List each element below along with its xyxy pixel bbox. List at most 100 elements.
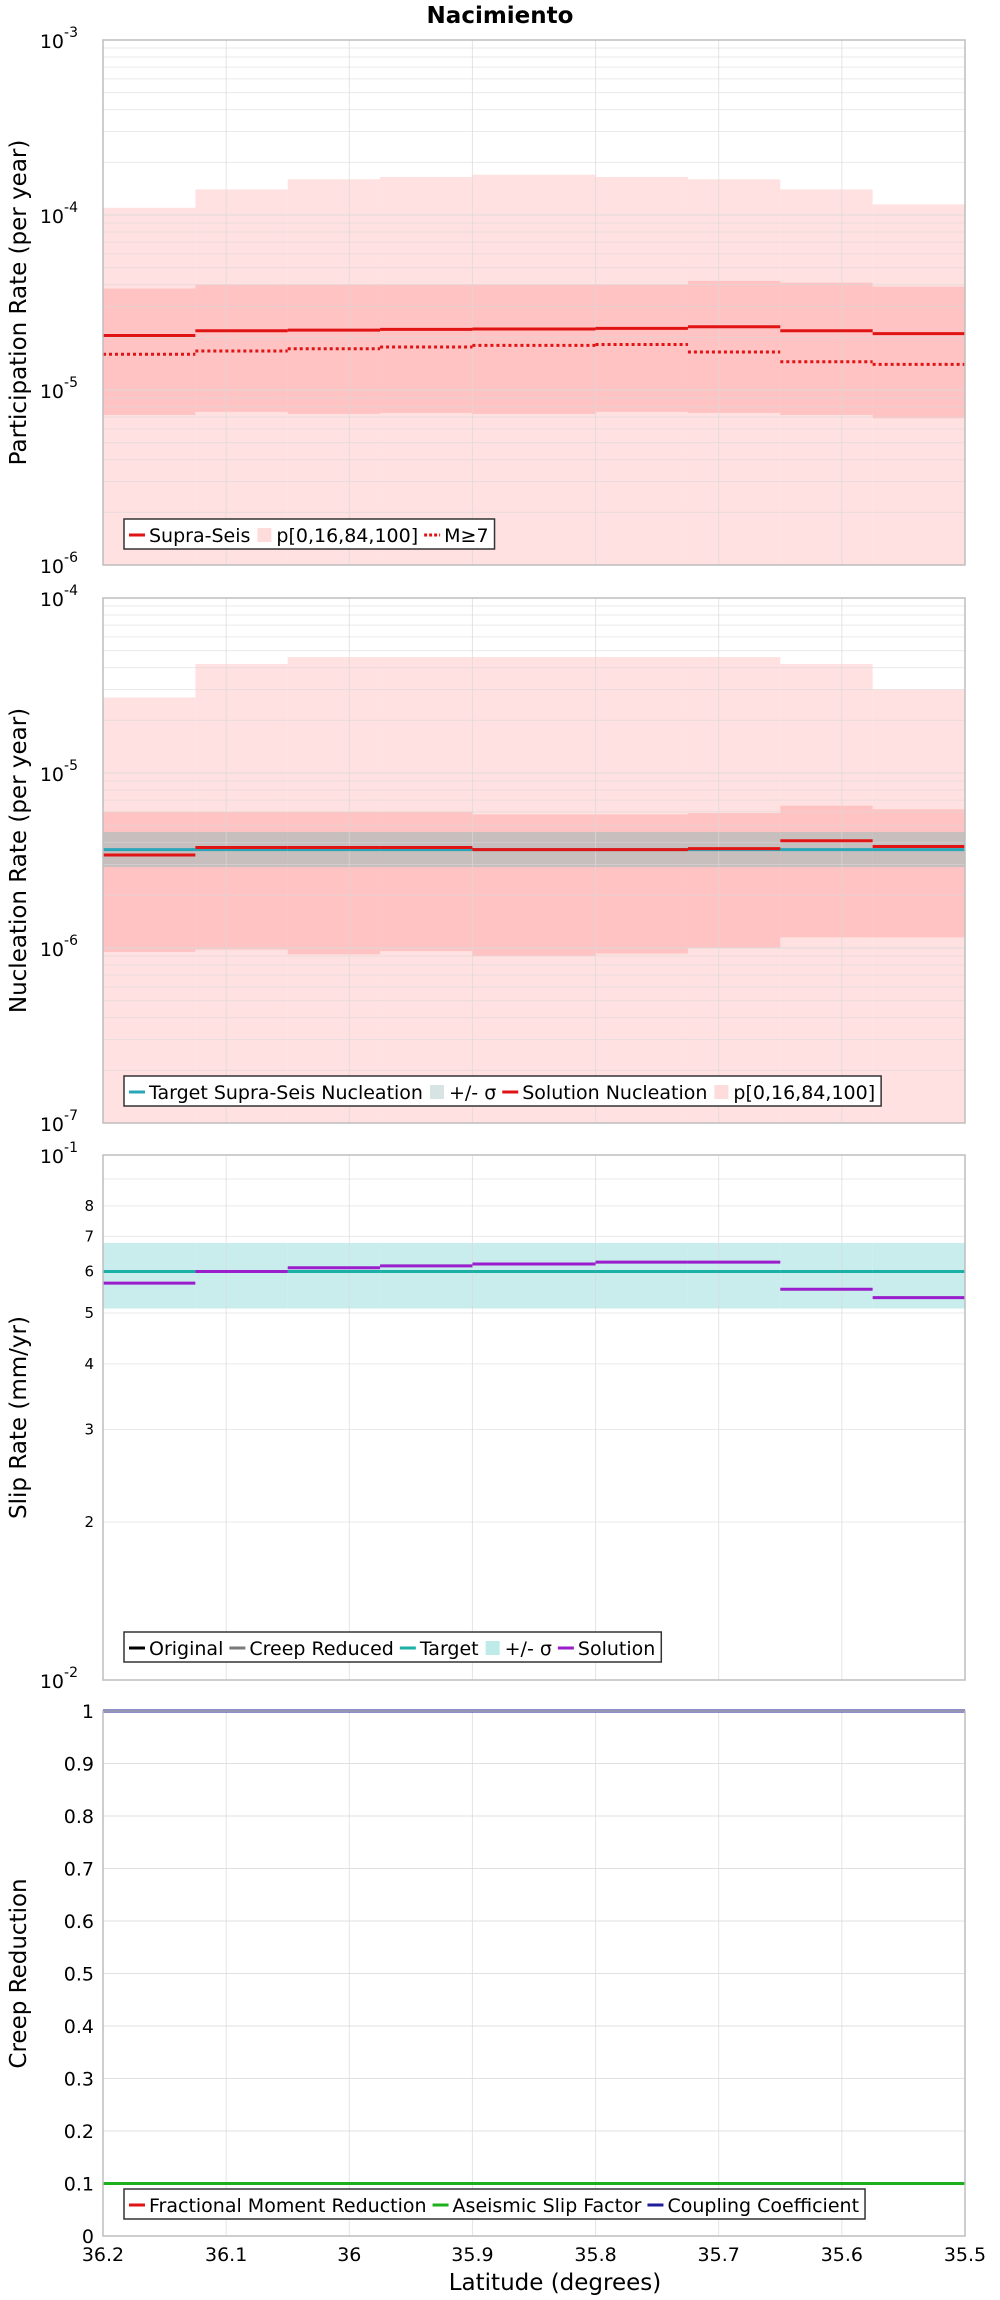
band-1-segment (103, 1242, 196, 1309)
plot-frame (102, 1154, 966, 1681)
legend-label: Solution Nucleation (522, 1082, 707, 1104)
y-minor-tick-label: 2 (84, 1513, 94, 1531)
series-solution-nucleation (103, 839, 965, 857)
y-tick-label: 10-2 (40, 1665, 78, 1693)
y-minor-tick-label: 8 (84, 1197, 94, 1215)
legend-label: Supra-Seis (149, 525, 250, 547)
panels: 10-6 10-5 10-4 10-3 Participation Rate (per … (6, 25, 966, 2248)
panel-slip: 10-2 10-1 2 3 4 5 6 7 8 Slip Rate (mm/yr) Original… (6, 1140, 966, 1693)
y-tick-labels: 10-6 10-5 10-4 10-3 (40, 25, 78, 578)
y-tick-label: 10-5 (40, 375, 78, 403)
plot-frame (102, 1710, 966, 2237)
y-tick-label: 0.7 (64, 1859, 94, 1881)
y-axis-label: Creep Reduction (6, 1878, 32, 2068)
legend-label: +/- σ (505, 1638, 552, 1660)
x-tick-label: 36 (337, 2244, 361, 2266)
y-axis-label: Slip Rate (mm/yr) (6, 1316, 32, 1519)
legend-label: Coupling Coefficient (667, 2195, 859, 2217)
series-solution (103, 1260, 965, 1300)
y-tick-label: 0.1 (64, 2174, 94, 2196)
y-axis-label: Participation Rate (per year) (6, 140, 32, 466)
x-tick-label: 36.2 (82, 2244, 124, 2266)
band-2-segment (472, 284, 596, 414)
legend-patch-marker (714, 1085, 729, 1099)
legend-label: p[0,16,84,100] (276, 525, 418, 547)
x-tick-label: 35.5 (944, 2244, 986, 2266)
x-tick-label: 35.9 (451, 2244, 493, 2266)
legend-item: Target (399, 1638, 479, 1660)
legend-item: Supra-Seis (129, 525, 250, 547)
y-tick-label: 1 (82, 1701, 94, 1723)
band-1-segment (687, 1242, 781, 1309)
band-1-segment (472, 1242, 596, 1309)
legend-label: Solution (578, 1638, 655, 1660)
band-2-segment (380, 284, 473, 413)
series-m-7 (103, 342, 965, 366)
y-minor-tick-label: 4 (84, 1355, 94, 1373)
legend-label: p[0,16,84,100] (733, 1082, 875, 1104)
y-tick-labels: 10-2 10-1 2 3 4 5 6 7 8 (40, 1140, 94, 1693)
band-1-segment (380, 1242, 473, 1309)
y-minor-tick-label: 7 (84, 1227, 94, 1245)
y-tick-label: 0 (82, 2226, 94, 2248)
y-tick-label: 0.9 (64, 1754, 94, 1776)
x-tick-label: 35.7 (698, 2244, 740, 2266)
legend-label: M≥7 (444, 525, 488, 547)
legend-label: +/- σ (449, 1082, 496, 1104)
legend-item: M≥7 (424, 525, 489, 547)
legend-item: Original (129, 1638, 223, 1660)
y-tick-label: 10-3 (40, 25, 78, 53)
legend-label: Fractional Moment Reduction (149, 2195, 427, 2217)
legend: Target Supra-Seis Nucleation +/- σ Solutio… (123, 1075, 882, 1107)
y-axis-label: Nucleation Rate (per year) (6, 708, 32, 1013)
band-2-segment (195, 284, 288, 412)
legend: Supra-Seis p[0,16,84,100] M≥7 (123, 518, 496, 550)
x-tick-label: 35.6 (821, 2244, 863, 2266)
y-tick-label: 0.4 (64, 2016, 94, 2038)
band-2-segment (872, 809, 965, 938)
legend-label: Creep Reduced (249, 1638, 393, 1660)
band-2-segment (780, 805, 873, 938)
y-tick-label: 10-6 (40, 550, 78, 578)
legend-item: Aseismic Slip Factor (432, 2195, 642, 2217)
y-minor-tick-label: 3 (84, 1421, 94, 1439)
legend-item: p[0,16,84,100] (714, 1082, 875, 1104)
legend-item: Creep Reduced (229, 1638, 394, 1660)
y-tick-label: 0.5 (64, 1964, 94, 1986)
y-tick-label: 0.3 (64, 2069, 94, 2091)
legend-item: Coupling Coefficient (647, 2195, 859, 2217)
legend-patch-marker (257, 528, 272, 542)
y-tick-label: 0.2 (64, 2121, 94, 2143)
band-1-segment (780, 1242, 873, 1309)
legend-label: Target (419, 1638, 479, 1660)
legend-label: Original (149, 1638, 223, 1660)
band-2-segment (687, 280, 781, 413)
y-minor-tick-label: 6 (84, 1262, 94, 1280)
legend-label: Target Supra-Seis Nucleation (148, 1082, 423, 1104)
legend-item: Solution (557, 1638, 655, 1660)
plot-frame (102, 597, 966, 1124)
band-2-segment (872, 286, 965, 419)
band-1-segment (287, 1242, 381, 1309)
panel-creep: 0 0.1 0.2 0.3 0.4 0.5 0.6 0.7 0.8 0.9 1 Creep Reduc… (6, 1701, 966, 2248)
band-2-segment (103, 288, 196, 415)
legend-patch-marker (485, 1641, 500, 1655)
y-tick-labels: 10-7 10-6 10-5 10-4 (40, 583, 78, 1136)
x-tick-label: 35.8 (574, 2244, 616, 2266)
band-1-segment (595, 1242, 688, 1309)
legend-box (123, 2188, 866, 2220)
y-minor-tick-label: 5 (84, 1304, 94, 1322)
band-1-segment (195, 1242, 288, 1309)
figure-title: Nacimiento (427, 3, 574, 29)
y-tick-label: 0.6 (64, 1911, 94, 1933)
y-tick-label: 10-4 (40, 200, 78, 228)
y-tick-label: 10-6 (40, 933, 78, 961)
legend: Fractional Moment Reduction Aseismic Slip… (123, 2188, 866, 2220)
panel-participation: 10-6 10-5 10-4 10-3 Participation Rate (per … (6, 25, 966, 578)
plot-frame (102, 39, 966, 566)
panel-nucleation: 10-7 10-6 10-5 10-4 Nucleation Rate (per yea… (6, 583, 966, 1136)
x-tick-label: 36.1 (205, 2244, 247, 2266)
y-tick-label: 10-4 (40, 583, 78, 611)
y-tick-label: 10-5 (40, 758, 78, 786)
